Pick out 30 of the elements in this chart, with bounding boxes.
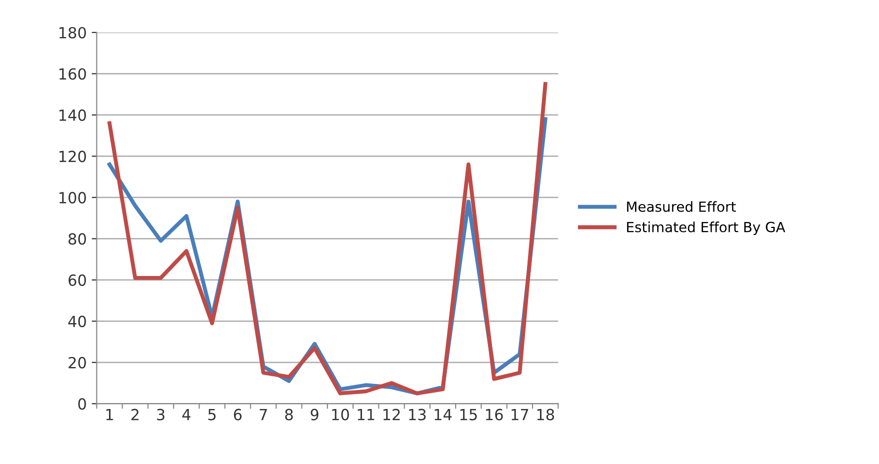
x-tick-label: 17 [512,409,528,420]
x-tick-label: 16 [486,408,503,420]
x-tick-label: 2 [131,408,138,420]
x-tick-label: 12 [383,408,400,420]
x-tick-label: 1 [106,409,113,420]
y-tick-label: 120 [59,150,86,162]
x-tick-label: 9 [310,408,318,420]
x-tick-label: 11 [358,409,374,420]
y-tick-label: 80 [68,233,86,245]
y-tick-label: 20 [68,356,86,368]
x-tick-label: 6 [234,408,242,420]
y-tick-label: 140 [59,109,86,121]
x-tick-label: 10 [332,408,349,420]
x-tick-label: 13 [409,408,426,420]
y-tick-label: 180 [59,26,86,38]
x-tick-label: 7 [260,409,267,420]
x-tick-label: 8 [285,408,293,420]
y-tick-label: 160 [59,68,86,80]
y-tick-label: 60 [68,274,86,286]
x-tick-label: 5 [208,409,216,420]
x-tick-label: 3 [157,408,164,420]
x-tick-label: 4 [182,409,190,420]
y-tick-label: 40 [68,316,86,328]
y-tick-label: 0 [78,398,86,410]
x-tick-label: 18 [537,408,554,420]
legend-label: Estimated Effort By GA [627,222,786,235]
legend-label: Measured Effort [627,201,736,212]
x-tick-label: 14 [434,409,452,420]
x-tick-label: 15 [460,409,477,420]
y-tick-label: 100 [59,192,86,204]
